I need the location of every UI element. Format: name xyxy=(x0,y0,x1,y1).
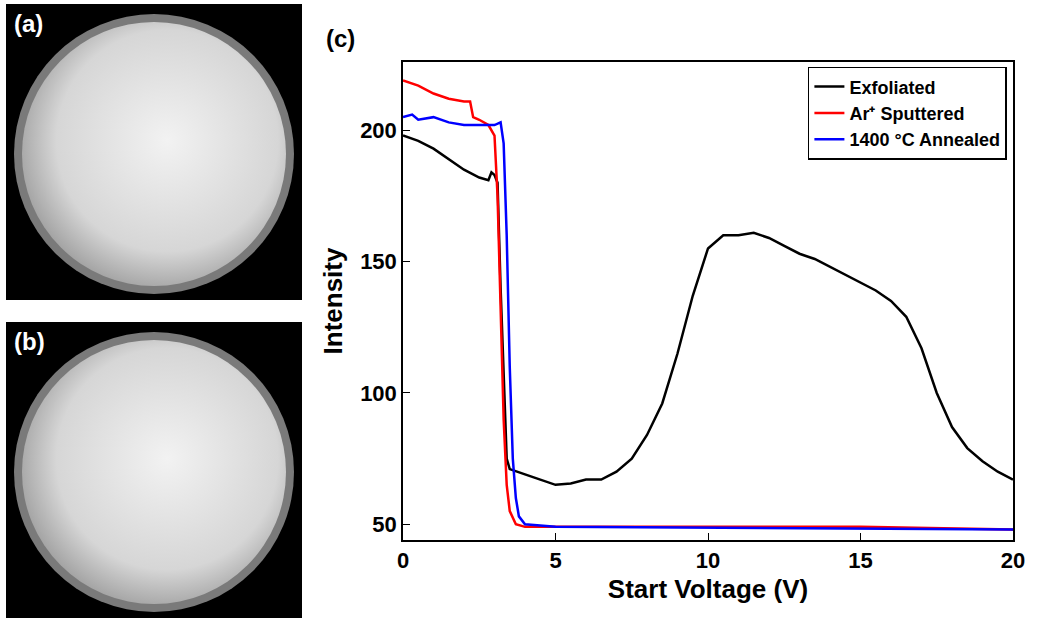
svg-text:(a): (a) xyxy=(14,10,43,37)
svg-text:5: 5 xyxy=(549,548,561,573)
svg-text:15: 15 xyxy=(848,548,872,573)
svg-text:1400 °C Annealed: 1400 °C Annealed xyxy=(849,130,1000,150)
svg-text:50: 50 xyxy=(372,512,396,537)
svg-text:Exfoliated: Exfoliated xyxy=(849,78,935,98)
svg-text:0: 0 xyxy=(397,548,409,573)
svg-text:20: 20 xyxy=(1001,548,1025,573)
svg-text:Start Voltage (V): Start Voltage (V) xyxy=(608,574,808,604)
svg-text:Intensity: Intensity xyxy=(318,247,348,354)
svg-text:Ar⁺ Sputtered: Ar⁺ Sputtered xyxy=(849,104,964,124)
svg-text:(b): (b) xyxy=(14,328,45,355)
svg-text:200: 200 xyxy=(360,118,397,143)
svg-text:(c): (c) xyxy=(326,25,355,52)
svg-text:150: 150 xyxy=(360,249,397,274)
svg-text:100: 100 xyxy=(360,381,397,406)
svg-text:10: 10 xyxy=(696,548,720,573)
